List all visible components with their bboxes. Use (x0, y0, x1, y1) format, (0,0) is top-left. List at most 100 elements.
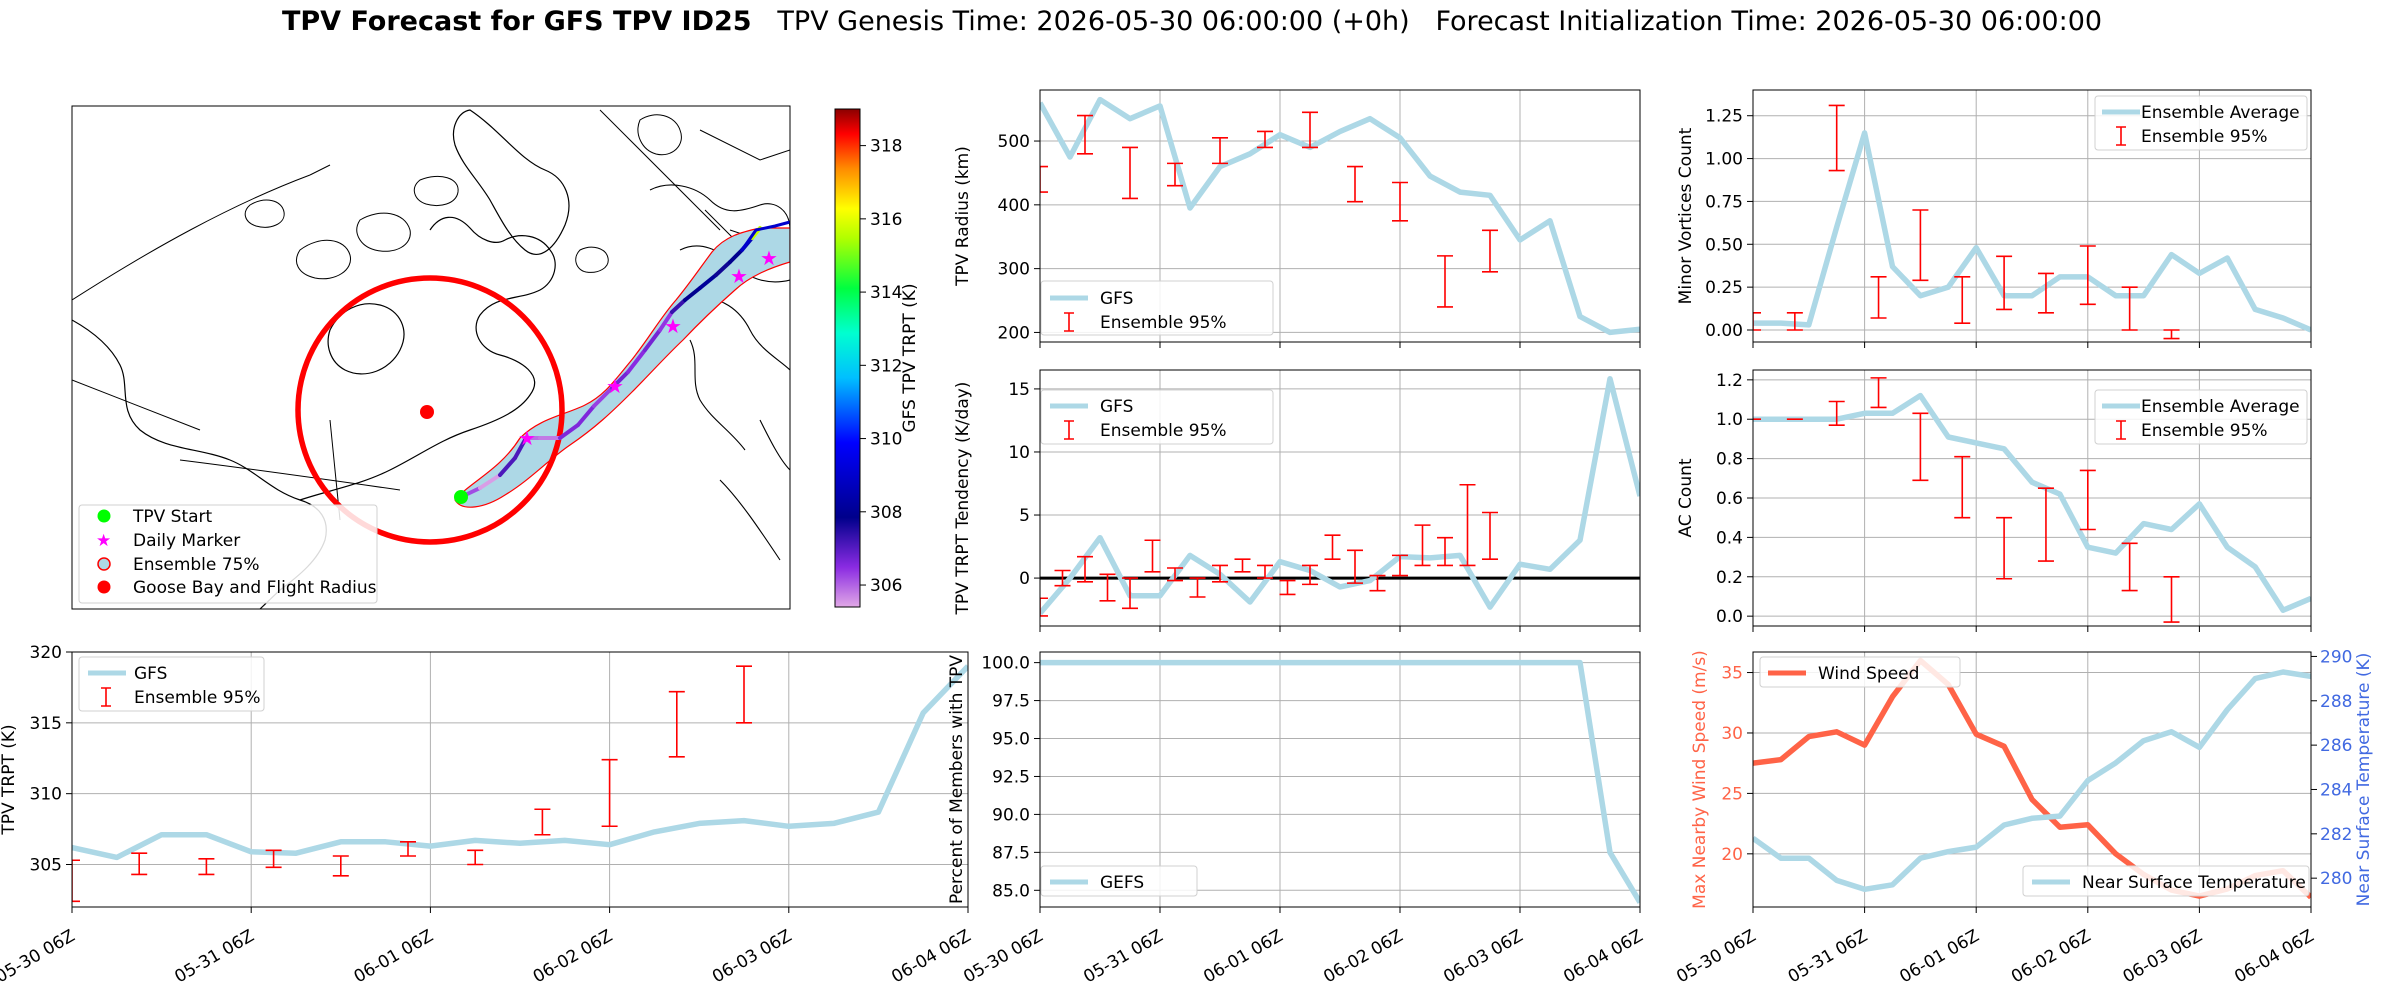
series-line-wind_temp (1753, 657, 2311, 900)
frame-ac (1752, 369, 2312, 627)
track-segment-3 (513, 436, 528, 460)
ylabel-radius: TPV Radius (km) (953, 146, 973, 287)
ytick-label-ac-4: 0.8 (1716, 450, 1743, 470)
ytick-label-trpt-1: 310 (30, 785, 62, 805)
ytick-label-minor-3: 0.75 (1705, 192, 1743, 212)
xtick-label-wind_temp-5: 06-04 06Z (2231, 926, 2317, 982)
daily-marker-1: ★ (606, 374, 624, 398)
xtick-label-percent-1: 05-31 06Z (1080, 926, 1166, 982)
track-segment-10 (626, 348, 647, 374)
figure-title: TPV Forecast for GFS TPV ID25 TPV Genesi… (0, 6, 2384, 37)
ytick-label-radius-2: 400 (998, 196, 1030, 216)
errorbar-ac-9 (2121, 542, 2138, 592)
legend-tendency: GFS Ensemble 95% (1040, 389, 1274, 445)
map-legend: TPV Start ★ Daily Marker Ensemble 75% Go… (78, 504, 378, 604)
errorbar-ac-6 (1996, 516, 2013, 580)
series-line-radius (1040, 96, 1640, 336)
ylabel-minor: Minor Vortices Count (1676, 127, 1696, 304)
tpv-track: ★ ★ ★ ★ ★ (454, 220, 791, 504)
errorbar-minor-3 (1870, 276, 1887, 319)
track-segment-17 (728, 248, 744, 264)
ytick-label-percent-4: 95.0 (992, 730, 1030, 750)
frame-percent (1039, 651, 1641, 908)
errorbar-minor-4 (1912, 209, 1929, 282)
ylabel-ac: AC Count (1676, 458, 1696, 537)
legend-ensemble-icon (97, 557, 111, 571)
errorbar-tendency-5 (1144, 539, 1161, 573)
errorbar-tendency-18 (1437, 536, 1453, 567)
xtick-label-wind_temp-2: 06-01 06Z (1896, 926, 1982, 982)
legend-ac: Ensemble Average Ensemble 95% (2094, 389, 2308, 445)
legend-minor: Ensemble Average Ensemble 95% (2094, 95, 2308, 151)
errorbar-minor-1 (1786, 312, 1803, 331)
track-segment-2 (498, 456, 517, 477)
ytick-label-ac-5: 1.0 (1716, 410, 1743, 430)
plot-area-radius (1040, 96, 1640, 336)
colorbar-gradient (834, 108, 861, 608)
errorbar-tendency-12 (1302, 564, 1318, 586)
plot-area-minor (1753, 104, 2311, 340)
frame-radius (1039, 89, 1641, 343)
track-segment-7 (576, 404, 596, 427)
errorbar-minor-5 (1954, 276, 1971, 324)
daily-marker-0: ★ (518, 426, 536, 450)
errorbar-tendency-8 (1212, 564, 1228, 583)
errorbar-ac-5 (1954, 455, 1971, 519)
errorbar-tendency-0 (1040, 597, 1048, 617)
ytick-label-percent-6: 100.0 (981, 654, 1030, 674)
legend-tpv-start: TPV Start (132, 507, 213, 527)
errorbar-radius-3 (1167, 162, 1183, 187)
ytick-label-minor-4: 1.00 (1705, 150, 1743, 170)
legend-wind: Wind Speed (1759, 656, 1961, 688)
ytick-label-percent-3: 92.5 (992, 767, 1030, 787)
series-line-trpt (72, 664, 968, 861)
errorbar-trpt-4 (332, 855, 349, 877)
colorbar-label: GFS TPV TRPT (K) (900, 283, 920, 432)
errorbar-radius-5 (1257, 130, 1273, 149)
ylabel-tendency: TPV TRPT Tendency (K/day) (953, 382, 973, 616)
errorbar-tendency-1 (1054, 569, 1071, 587)
errorbar-radius-8 (1392, 181, 1408, 222)
errorbar-minor-10 (2163, 329, 2180, 340)
errorbar-radius-7 (1347, 165, 1363, 203)
errorbar-trpt-10 (736, 665, 752, 724)
ytick-label-percent-5: 97.5 (992, 692, 1030, 712)
ytick-label-wind_temp-3: 35 (1721, 664, 1743, 684)
ylabel-percent: Percent of Members with TPV (947, 655, 967, 904)
daily-marker-2: ★ (664, 314, 682, 338)
legend-start-icon (97, 509, 111, 523)
errorbar-ac-3 (1870, 377, 1887, 409)
plot-area-trpt (72, 664, 968, 903)
ytick-label-right-2: 284 (2320, 780, 2352, 800)
errorbar-tendency-2 (1077, 555, 1093, 583)
errorbar-minor-2 (1828, 104, 1845, 172)
xtick-label-percent-0: 05-30 06Z (960, 926, 1046, 982)
ytick-label-right-3: 286 (2320, 736, 2352, 756)
xtick-label-wind_temp-0: 05-30 06Z (1673, 926, 1759, 982)
ytick-label-radius-0: 200 (998, 323, 1030, 343)
legend-tendency-ens: Ensemble 95% (1100, 421, 1227, 441)
errorbar-trpt-6 (467, 849, 484, 866)
errorbar-tendency-20 (1482, 511, 1498, 560)
legend-daily-marker: Daily Marker (133, 531, 240, 551)
legend-temp: Near Surface Temperature (2022, 865, 2310, 897)
errorbar-minor-7 (2037, 272, 2054, 314)
panel-wind_temp: 20 25 30 35 05-30 06Z 05-31 06Z 06-01 06Z 06-02… (1673, 647, 2374, 982)
errorbar-tendency-3 (1099, 573, 1116, 602)
colorbar-tick-label-0: 306 (870, 576, 902, 596)
plot-area-percent (1040, 659, 1640, 904)
ytick-label-radius-3: 500 (998, 132, 1030, 152)
ytick-label-right-5: 290 (2320, 647, 2352, 667)
ytick-label-right-4: 288 (2320, 692, 2352, 712)
legend-ac-ens: Ensemble 95% (2141, 421, 2268, 441)
errorbar-ac-4 (1912, 412, 1929, 482)
daily-marker-3: ★ (730, 264, 748, 288)
errorbar-minor-0 (1753, 312, 1761, 331)
legend-near-surface-temp: Near Surface Temperature (2082, 873, 2306, 893)
panel-minor: 0.00 0.25 0.50 0.75 1.00 1.25 Minor Vortices C… (1676, 89, 2312, 348)
colorbar: 306 308 310 312 314 316 318 GFS TPV TRPT (K) (834, 108, 920, 608)
errorbar-tendency-16 (1392, 554, 1408, 577)
errorbar-radius-0 (1040, 165, 1048, 193)
legend-tendency-gfs: GFS (1100, 397, 1133, 417)
